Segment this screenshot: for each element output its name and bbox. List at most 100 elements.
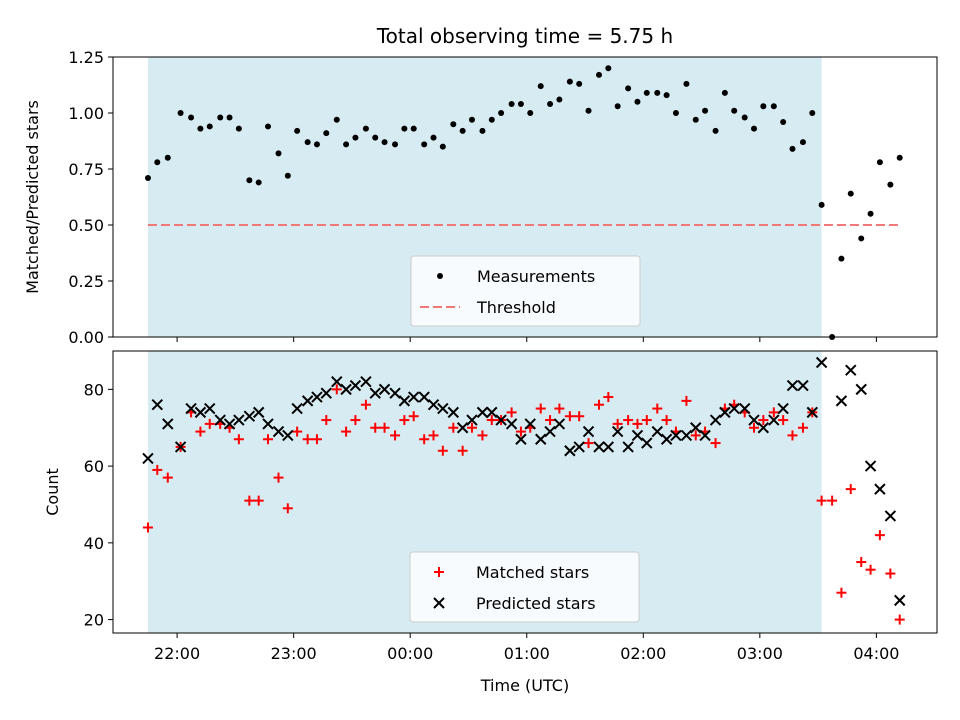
matched-point bbox=[195, 426, 206, 437]
predicted-point bbox=[564, 445, 576, 457]
matched-point bbox=[816, 495, 827, 506]
predicted-point bbox=[719, 406, 731, 419]
x-b bbox=[214, 414, 226, 426]
measurement-point bbox=[672, 110, 679, 116]
measurement-point bbox=[246, 177, 253, 184]
matched-point bbox=[778, 415, 789, 426]
x-b bbox=[690, 422, 702, 434]
predicted-point bbox=[660, 433, 673, 445]
measurement-point bbox=[654, 89, 661, 96]
legend-measurement-swatch bbox=[437, 273, 443, 279]
predicted-point bbox=[582, 425, 595, 438]
measurement-point bbox=[741, 114, 748, 121]
measurement-point bbox=[450, 121, 457, 128]
measurement-point bbox=[372, 134, 379, 141]
x-b bbox=[631, 429, 644, 442]
series-predicted-stars bbox=[142, 356, 906, 607]
matched-point bbox=[457, 445, 468, 456]
x-b bbox=[360, 375, 372, 388]
predicted-point bbox=[162, 418, 174, 430]
predicted-point bbox=[320, 387, 332, 399]
x-b bbox=[835, 395, 848, 407]
predicted-point bbox=[728, 402, 740, 415]
measurement-point bbox=[527, 110, 534, 116]
measurement-point bbox=[488, 116, 495, 123]
predicted-point bbox=[151, 399, 163, 411]
predicted-point bbox=[185, 402, 197, 415]
x-b bbox=[709, 414, 722, 426]
predicted-point bbox=[437, 402, 449, 415]
predicted-point bbox=[864, 460, 877, 472]
x-b bbox=[162, 418, 174, 430]
x-b bbox=[670, 429, 682, 442]
y-axis-label: Matched/Predicted stars bbox=[23, 100, 42, 294]
predicted-point bbox=[893, 594, 906, 607]
x-b bbox=[282, 429, 294, 442]
measurement-point bbox=[294, 127, 301, 134]
measurement-point bbox=[596, 71, 603, 78]
measurement-point bbox=[625, 85, 632, 92]
predicted-point bbox=[398, 395, 411, 407]
x-tick-label: 01:00 bbox=[504, 644, 550, 663]
measurement-point bbox=[799, 139, 806, 146]
measurement-point bbox=[235, 125, 242, 132]
x-b bbox=[593, 441, 605, 453]
matched-point bbox=[641, 415, 652, 426]
x-b bbox=[349, 379, 362, 392]
matched-point bbox=[885, 568, 896, 579]
x-b bbox=[806, 406, 818, 419]
x-b bbox=[864, 460, 877, 472]
measurement-point bbox=[154, 159, 161, 166]
matched-point bbox=[603, 392, 614, 403]
matched-point bbox=[408, 411, 419, 422]
x-b bbox=[651, 425, 663, 438]
predicted-point bbox=[291, 402, 303, 415]
measurement-point bbox=[323, 130, 330, 137]
predicted-point bbox=[515, 433, 527, 445]
matched-point bbox=[836, 587, 847, 598]
x-b bbox=[893, 594, 906, 607]
measurement-point bbox=[896, 154, 903, 161]
measurement-point bbox=[585, 107, 592, 114]
matched-point bbox=[865, 564, 876, 575]
matched-point bbox=[535, 403, 546, 414]
measurement-point bbox=[770, 103, 777, 110]
predicted-point bbox=[777, 402, 789, 415]
x-b bbox=[768, 414, 780, 426]
x-b bbox=[223, 418, 236, 430]
predicted-point bbox=[476, 406, 489, 419]
measurement-point bbox=[333, 116, 340, 123]
x-b bbox=[699, 429, 711, 442]
measurement-point bbox=[751, 125, 758, 132]
matched-point bbox=[204, 418, 215, 429]
x-b bbox=[476, 406, 489, 419]
y-axis-label: Count bbox=[43, 468, 62, 516]
x-b bbox=[855, 383, 867, 396]
predicted-point bbox=[301, 395, 314, 407]
x-tick-label: 22:00 bbox=[154, 644, 200, 663]
predicted-point bbox=[418, 391, 430, 403]
predicted-point bbox=[204, 402, 216, 415]
x-b bbox=[194, 406, 207, 419]
x-b bbox=[369, 387, 381, 399]
measurement-point bbox=[265, 123, 272, 130]
predicted-point bbox=[486, 406, 498, 419]
legend: Matched stars Predicted stars bbox=[409, 551, 640, 623]
predicted-point bbox=[214, 414, 226, 426]
predicted-point bbox=[544, 425, 556, 438]
x-b bbox=[728, 402, 740, 415]
x-b bbox=[544, 425, 556, 438]
measurement-point bbox=[517, 101, 524, 108]
predicted-point bbox=[282, 429, 294, 442]
legend-box bbox=[410, 255, 641, 327]
x-b bbox=[535, 433, 547, 445]
predicted-point bbox=[768, 414, 780, 426]
matched-point bbox=[437, 445, 448, 456]
measurement-point bbox=[683, 80, 690, 87]
measurement-point bbox=[838, 255, 845, 262]
measurement-point bbox=[712, 127, 719, 134]
matched-point bbox=[787, 430, 798, 441]
matched-point bbox=[350, 415, 361, 426]
matched-point bbox=[244, 495, 255, 506]
